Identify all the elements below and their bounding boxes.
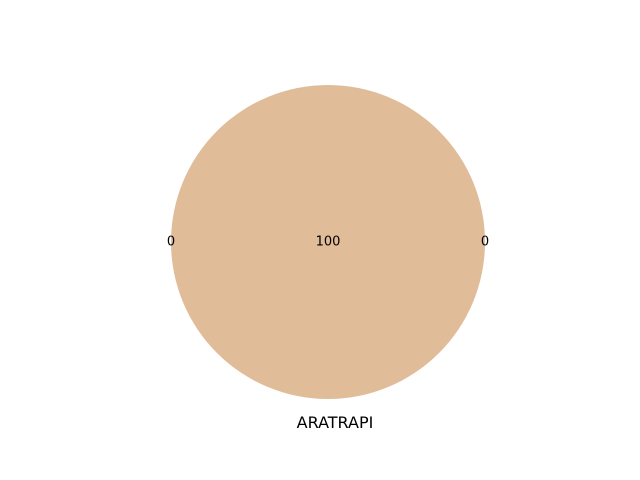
pie-slice-label-1: 100 bbox=[316, 235, 341, 250]
pie-slice-label-0: 0 bbox=[167, 235, 175, 250]
pie-slice-label-2: 0 bbox=[481, 235, 489, 250]
x-axis-label: ARATRAPI bbox=[297, 413, 374, 432]
